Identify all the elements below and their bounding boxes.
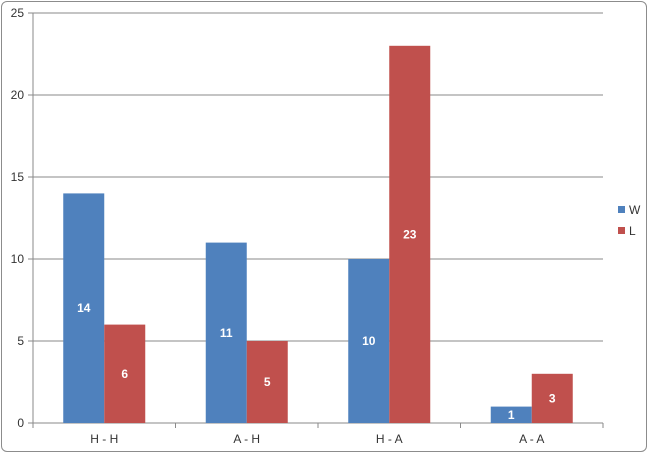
x-tick-label: H - H [90, 432, 118, 446]
data-label: 11 [220, 326, 233, 340]
legend-label: L [629, 224, 636, 238]
bar-w [490, 406, 532, 423]
y-tick-label: 25 [11, 6, 25, 20]
bar-l [531, 373, 573, 423]
legend-label: W [629, 203, 641, 217]
bar-l [246, 341, 288, 423]
y-tick-label: 5 [17, 334, 24, 348]
x-tick-label: A - H [233, 432, 260, 446]
data-label: 14 [77, 301, 91, 315]
y-tick-label: 20 [11, 88, 25, 102]
bar-l [104, 324, 146, 423]
data-label: 1 [508, 408, 515, 422]
legend: WL [618, 203, 641, 238]
data-label: 5 [264, 375, 271, 389]
bar-w [348, 259, 390, 423]
data-label: 23 [403, 227, 417, 241]
data-labels: 14 6 11 5 10 23 1 3 [77, 227, 556, 421]
data-label: 6 [121, 367, 128, 381]
legend-swatch [618, 206, 625, 213]
bars [63, 45, 573, 424]
data-label: 3 [549, 391, 556, 405]
y-tick-label: 15 [11, 170, 25, 184]
y-axis: 0 5 10 15 20 25 [11, 6, 34, 430]
data-label: 10 [362, 334, 376, 348]
x-tick-label: A - A [519, 432, 544, 446]
bar-w [63, 193, 105, 423]
bar-l [389, 45, 431, 424]
legend-swatch [618, 227, 625, 234]
x-tick-label: H - A [376, 432, 403, 446]
y-tick-label: 0 [17, 416, 24, 430]
bar-w [205, 242, 247, 423]
y-tick-label: 10 [11, 252, 25, 266]
